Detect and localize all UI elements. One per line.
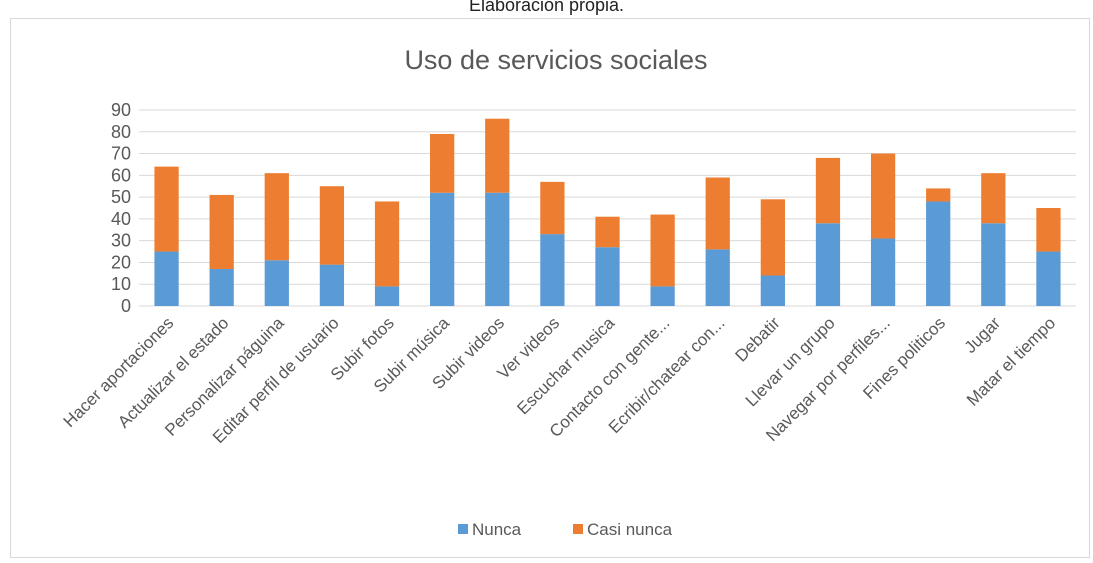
bar-casi-nunca [1036,208,1061,252]
bar-casi-nunca [926,188,951,202]
bar-casi-nunca [209,194,234,269]
bar-nunca [430,192,455,306]
y-tick-label: 0 [121,296,131,316]
bar-nunca [485,192,510,306]
y-tick-label: 90 [111,100,131,120]
bar-nunca [1036,251,1061,306]
legend: Nunca Casi nunca [458,520,673,539]
bar-casi-nunca [815,157,841,224]
bar-nunca [319,264,345,306]
bar-nunca [650,286,675,306]
bar-nunca [705,249,730,306]
bar-nunca [981,223,1006,306]
bar-nunca [815,223,841,306]
bar-nunca [870,238,896,306]
legend-label: Casi nunca [587,520,673,539]
bar-nunca [540,234,565,306]
bars [154,118,1061,306]
bar-casi-nunca [540,181,565,235]
bar-casi-nunca [374,201,400,287]
x-tick-label: Escuchar musica [513,313,618,418]
chart-title: Uso de servicios sociales [404,45,707,75]
bar-casi-nunca [319,186,345,265]
y-tick-label: 20 [111,252,131,272]
bar-nunca [154,251,179,306]
y-tick-label: 70 [111,144,131,164]
y-tick-label: 30 [111,231,131,251]
chart-frame: Uso de servicios sociales 0 10 20 30 40 50 60 7… [10,18,1090,558]
bar-nunca [209,268,234,306]
y-tick-label: 80 [111,122,131,142]
stacked-bar-chart: Uso de servicios sociales 01020304050607… [60,45,1076,539]
bar-casi-nunca [264,173,289,261]
figure-caption: Elaboración propia. [468,0,625,15]
bar-casi-nunca [650,214,675,287]
legend-label: Nunca [472,520,522,539]
x-tick-label: Jugar [961,313,1005,357]
y-tick-label: 40 [111,209,131,229]
bar-casi-nunca [760,199,785,276]
bar-nunca [926,201,951,306]
bar-nunca [374,286,400,306]
x-tick-label: Debatir [731,313,783,365]
bar-casi-nunca [154,166,179,252]
legend-swatch [573,524,583,534]
bar-casi-nunca [705,177,730,250]
legend-swatch [458,524,468,534]
bar-nunca [595,247,620,306]
bar-casi-nunca [485,118,510,193]
bar-nunca [264,260,289,306]
bar-casi-nunca [595,216,620,248]
bar-casi-nunca [430,133,455,193]
bar-casi-nunca [981,173,1006,224]
y-tick-label: 60 [111,165,131,185]
y-tick-label: 50 [111,187,131,207]
y-tick-label: 10 [111,274,131,294]
bar-casi-nunca [870,153,896,239]
bar-nunca [760,275,785,306]
